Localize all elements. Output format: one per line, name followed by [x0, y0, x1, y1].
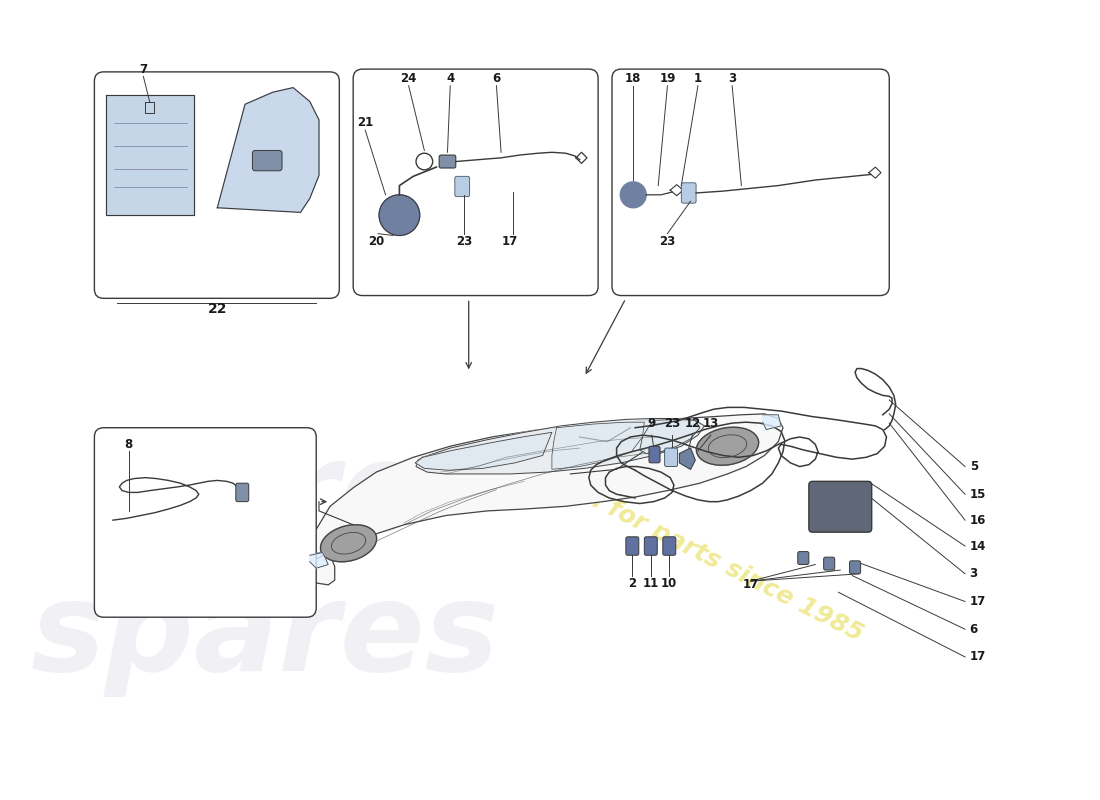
- FancyBboxPatch shape: [645, 537, 658, 555]
- Text: 12: 12: [684, 417, 701, 430]
- Polygon shape: [762, 414, 781, 430]
- FancyBboxPatch shape: [681, 182, 696, 203]
- Text: 17: 17: [970, 650, 986, 663]
- FancyBboxPatch shape: [808, 482, 871, 532]
- Text: 9: 9: [648, 417, 656, 430]
- FancyBboxPatch shape: [95, 428, 316, 618]
- Text: 17: 17: [742, 578, 759, 591]
- Text: 18: 18: [625, 72, 641, 85]
- Text: 16: 16: [970, 514, 986, 526]
- Text: 24: 24: [400, 72, 417, 85]
- FancyBboxPatch shape: [626, 537, 639, 555]
- Text: 15: 15: [970, 488, 986, 501]
- Polygon shape: [307, 414, 783, 585]
- Polygon shape: [310, 553, 328, 568]
- Polygon shape: [107, 95, 195, 215]
- Text: 20: 20: [368, 234, 384, 247]
- Polygon shape: [680, 448, 695, 470]
- Ellipse shape: [696, 427, 759, 466]
- Text: 5: 5: [970, 460, 978, 473]
- FancyBboxPatch shape: [612, 69, 889, 295]
- Text: 21: 21: [358, 116, 373, 130]
- FancyBboxPatch shape: [235, 483, 249, 502]
- FancyBboxPatch shape: [353, 69, 598, 295]
- FancyBboxPatch shape: [649, 446, 660, 463]
- FancyBboxPatch shape: [824, 557, 835, 570]
- Text: 8: 8: [124, 438, 133, 451]
- Text: 19: 19: [659, 72, 675, 85]
- Circle shape: [620, 182, 646, 208]
- Text: euro
spares: euro spares: [31, 436, 499, 697]
- Polygon shape: [416, 418, 704, 474]
- Text: 14: 14: [970, 539, 986, 553]
- Text: 13: 13: [703, 417, 719, 430]
- Text: 4: 4: [447, 72, 454, 85]
- FancyBboxPatch shape: [439, 155, 455, 168]
- FancyBboxPatch shape: [798, 551, 808, 565]
- Text: 23: 23: [659, 234, 675, 247]
- Polygon shape: [218, 87, 319, 212]
- Text: a passion for parts since 1985: a passion for parts since 1985: [477, 431, 867, 646]
- Circle shape: [379, 195, 420, 235]
- FancyBboxPatch shape: [849, 561, 860, 574]
- Polygon shape: [640, 419, 700, 454]
- FancyBboxPatch shape: [252, 150, 282, 170]
- Text: 23: 23: [664, 417, 680, 430]
- Text: 6: 6: [970, 622, 978, 636]
- Text: 6: 6: [493, 72, 500, 85]
- Text: 10: 10: [661, 577, 678, 590]
- FancyBboxPatch shape: [664, 448, 678, 466]
- FancyBboxPatch shape: [95, 72, 339, 298]
- Text: 1: 1: [694, 72, 702, 85]
- Text: 17: 17: [970, 595, 986, 608]
- Text: 22: 22: [208, 302, 227, 317]
- Text: 11: 11: [642, 577, 659, 590]
- FancyBboxPatch shape: [455, 176, 470, 197]
- Text: 23: 23: [456, 234, 472, 247]
- Text: 3: 3: [970, 567, 978, 580]
- Text: 2: 2: [628, 577, 637, 590]
- Text: 3: 3: [728, 72, 736, 85]
- Polygon shape: [552, 422, 645, 470]
- Polygon shape: [415, 432, 552, 470]
- FancyBboxPatch shape: [663, 537, 675, 555]
- Text: 7: 7: [140, 62, 147, 76]
- Text: 17: 17: [503, 234, 518, 247]
- Ellipse shape: [320, 525, 376, 562]
